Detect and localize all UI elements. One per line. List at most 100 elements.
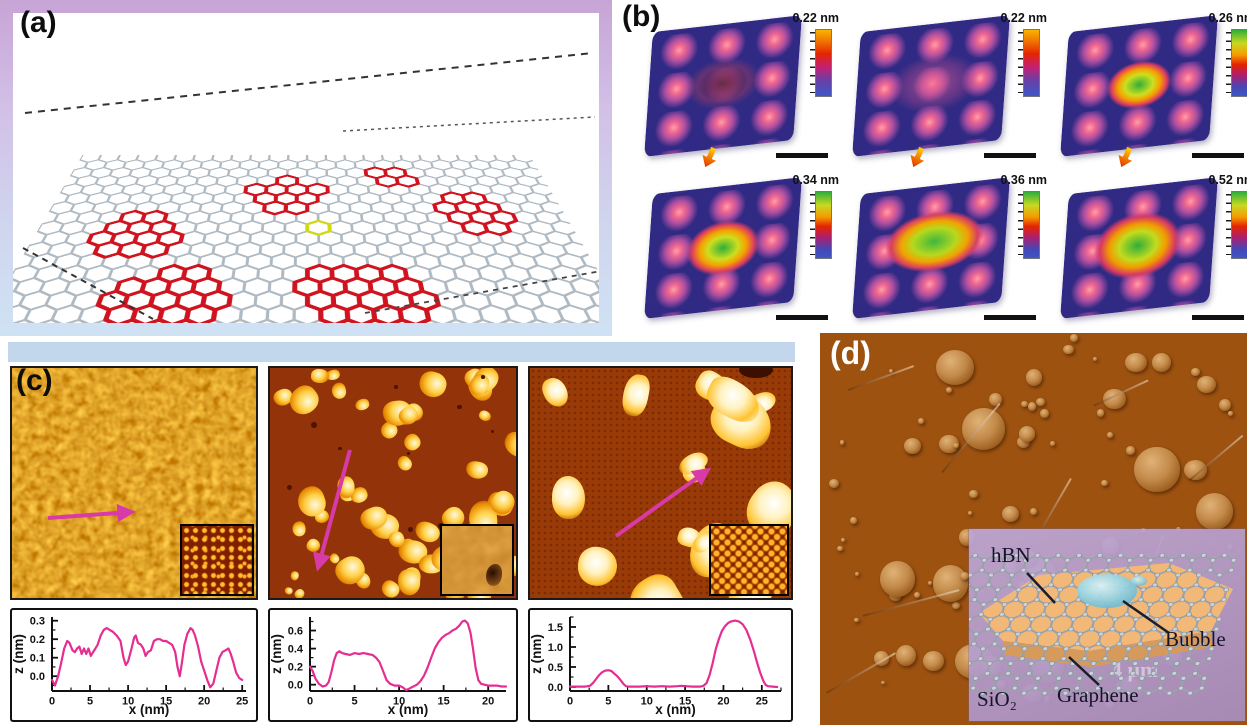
height-profile-chart-2: 0 5 10 15 20 0.0 0.2 0.4 0.6 x (nm) z (nm) [268,608,518,722]
stm-surface [852,177,1010,319]
panel-d-label: (d) [830,335,871,371]
bubble-shape [1077,574,1137,608]
bubble [1020,400,1029,408]
scale-bar [984,153,1036,158]
svg-text:10: 10 [393,696,405,708]
svg-text:20: 20 [717,696,729,708]
stm-tile-1: 0.22 nm [644,8,844,166]
bubble [896,645,917,667]
bubble [1049,440,1055,446]
bubble [1062,344,1074,355]
bubble-blob [575,544,619,588]
colorbar [1018,191,1040,259]
colorbar [1018,29,1040,97]
panel-c-header-strip [8,342,795,362]
svg-text:15: 15 [438,696,450,708]
panel-a-label: (a) [20,6,57,39]
svg-text:0: 0 [49,696,55,708]
bubble [939,434,960,454]
bubble [918,417,925,425]
bubble [880,560,916,598]
bubble-blob [551,475,587,520]
panel-a-schematic: (a) [0,0,612,336]
svg-text:0.0: 0.0 [548,682,563,694]
stm-tile-4: 0.34 nm [644,170,844,328]
bubble [1025,369,1042,387]
bubble [1039,408,1049,419]
svg-text:0: 0 [567,696,573,708]
svg-text:0.0: 0.0 [30,671,45,683]
panel-b-stm-series: (b) 0.22 nm 0.22 nm 0.26 nm 0.34 nm 0.36 nm 0… [618,0,1247,335]
svg-text:10: 10 [641,696,653,708]
wrinkle-line [825,652,897,694]
bubble [1227,410,1233,416]
afm-image-large-bubbles [528,366,793,600]
panel-b-label: (b) [622,0,661,33]
sio2-label: SiO₂ [977,687,1018,711]
bubble-blob [290,520,306,538]
svg-text:0.2: 0.2 [30,634,45,646]
bubble [946,387,953,394]
svg-text:25: 25 [236,696,248,708]
bubble [960,572,970,581]
svg-text:1.5: 1.5 [548,622,563,634]
bubble-blob [293,587,307,598]
colorbar-max-label: 0.36 nm [1000,173,1047,187]
colorbar [1226,29,1247,97]
wrinkle-line [1188,434,1244,482]
bubble [922,650,944,671]
bubble [1096,409,1104,417]
stm-tile-6: 0.52 nm [1060,170,1247,328]
height-profile-chart-1: 0 5 10 15 20 25 0.0 0.1 0.2 0.3 x (nm) z (nm) [10,608,258,722]
bubble [936,350,974,386]
bubble [855,571,860,576]
bubble-label: Bubble [1165,627,1226,651]
svg-text:15: 15 [679,696,691,708]
svg-text:5: 5 [605,696,611,708]
height-profile-chart-3: 0 5 10 15 20 25 0.0 0.5 1.0 1.5 x (nm) z (nm) [528,608,793,722]
svg-text:x (nm): x (nm) [388,702,429,717]
colorbar-max-label: 0.22 nm [792,11,839,25]
stm-surface [644,177,802,319]
bubble-blob [400,430,424,454]
svg-text:0.2: 0.2 [288,662,303,674]
device-schematic-inset: 4 μm hBN Bubble Graphene SiO₂ [969,529,1245,721]
bubble [1070,334,1079,343]
bubble [849,517,857,525]
afm-image-medium-bubbles [268,366,518,600]
panel-a-canvas [13,13,599,323]
bubble-blob [621,567,690,598]
afm-image-dense-bubbles [10,366,258,600]
svg-text:z (nm): z (nm) [270,634,284,674]
bubble-blob [394,453,415,473]
bubble [1125,446,1135,455]
bubble-blob [330,381,348,401]
bubble-blob [537,373,572,412]
afm-inset-3-moire [709,524,789,596]
svg-text:0.0: 0.0 [288,680,303,692]
stm-tile-5: 0.36 nm [852,170,1052,328]
scale-bar [984,315,1036,320]
stm-surface [1060,15,1218,157]
svg-text:x (nm): x (nm) [129,702,170,717]
scale-bar [1192,153,1244,158]
svg-text:15: 15 [160,696,172,708]
panel-c-label: (c) [16,364,53,397]
bubble [1030,508,1037,515]
stm-tile-3: 0.26 nm [1060,8,1247,166]
bubble-blob [477,408,493,423]
bubble [1152,352,1172,372]
bubble-blob [416,368,450,401]
bubble-blob [310,368,329,384]
bubble-blob [353,397,371,412]
bubble [903,437,921,454]
svg-text:z (nm): z (nm) [12,634,26,674]
bubble [1018,425,1036,442]
bubble [1028,402,1036,411]
bubble-blob [289,570,300,582]
scale-bar [776,153,828,158]
graphene-lattice-small [969,553,1237,696]
bubble-blob [397,569,421,596]
stm-surface [852,15,1010,157]
